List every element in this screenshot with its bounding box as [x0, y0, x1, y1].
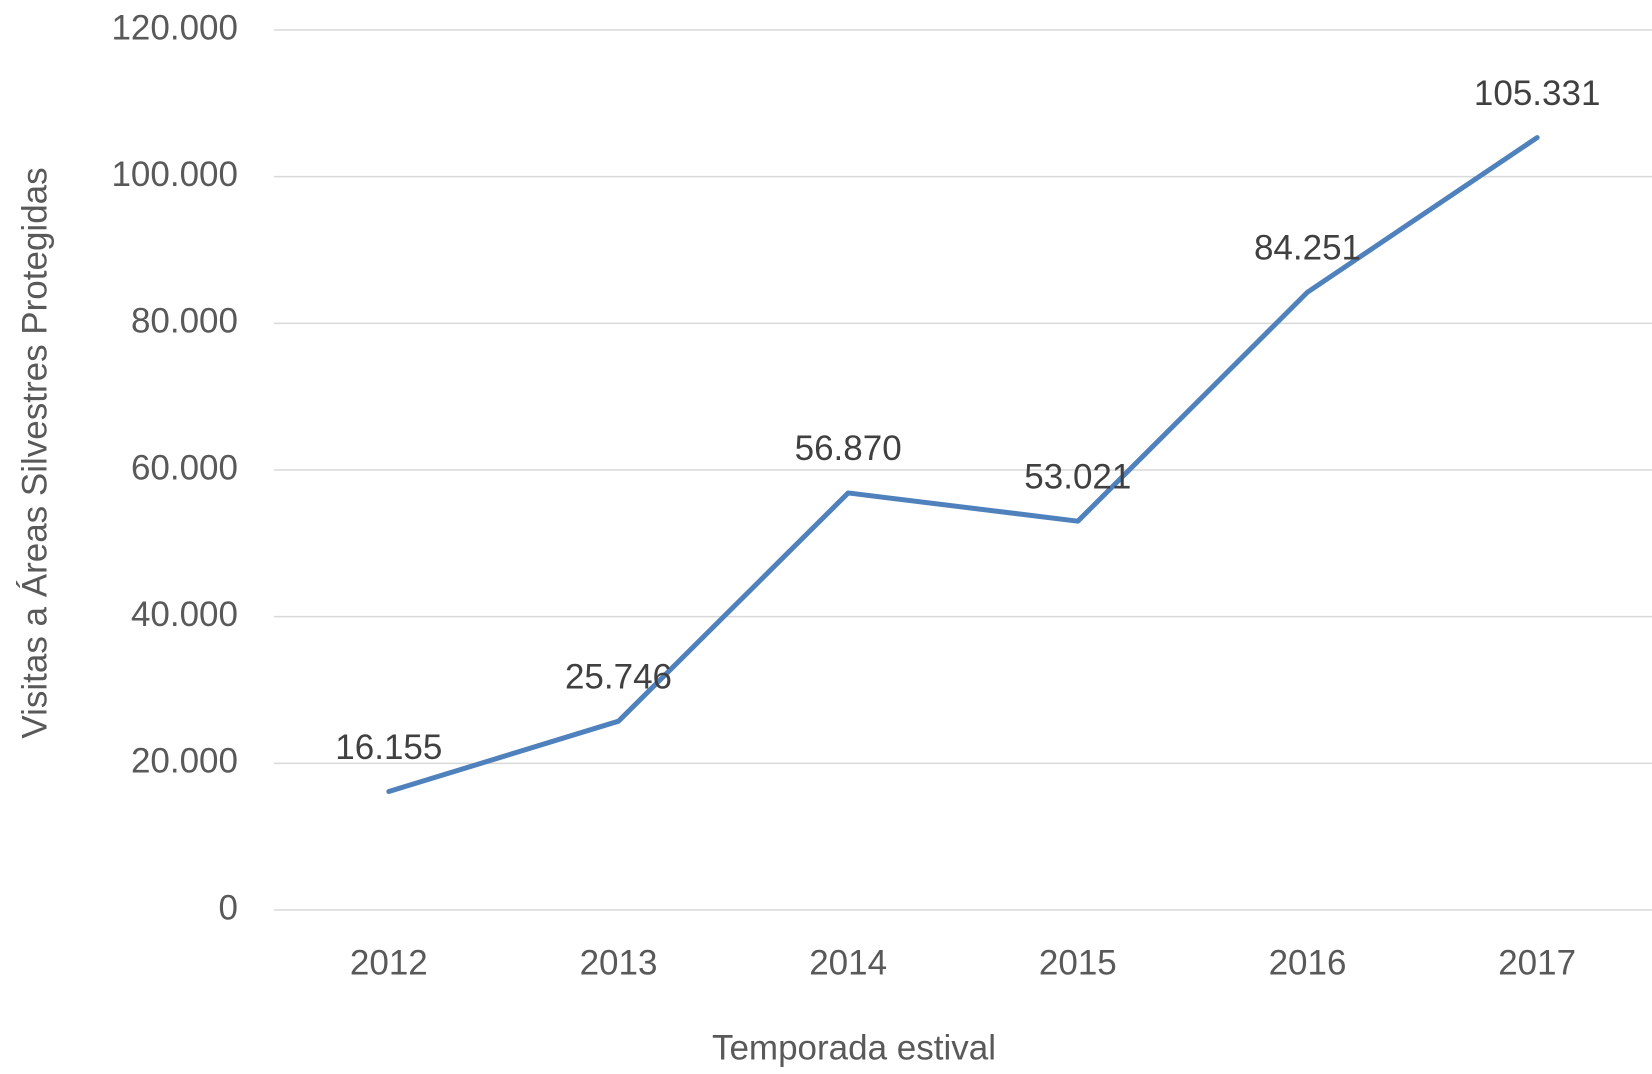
y-tick-label: 100.000 [111, 155, 238, 194]
x-axis-title: Temporada estival [712, 1028, 996, 1067]
data-label: 56.870 [795, 429, 902, 468]
y-tick-label: 120.000 [111, 8, 238, 47]
x-tick-label: 2012 [350, 943, 428, 982]
line-series [386, 135, 1540, 795]
x-tick-label: 2014 [809, 943, 887, 982]
y-tick-label: 20.000 [131, 742, 238, 781]
y-tick-label: 60.000 [131, 448, 238, 487]
data-label: 16.155 [335, 728, 442, 767]
data-label: 25.746 [565, 657, 672, 696]
data-label: 105.331 [1474, 74, 1601, 113]
y-tick-label: 40.000 [131, 595, 238, 634]
y-tick-label: 80.000 [131, 302, 238, 341]
x-tick-label: 2017 [1498, 943, 1576, 982]
y-tick-label: 0 [219, 888, 238, 927]
y-axis-title: Visitas a Áreas Silvestres Protegidas [15, 167, 54, 738]
data-label: 53.021 [1024, 457, 1131, 496]
x-tick-label: 2015 [1039, 943, 1117, 982]
data-label: 84.251 [1254, 228, 1361, 267]
x-tick-label: 2016 [1269, 943, 1347, 982]
x-tick-label: 2013 [580, 943, 658, 982]
